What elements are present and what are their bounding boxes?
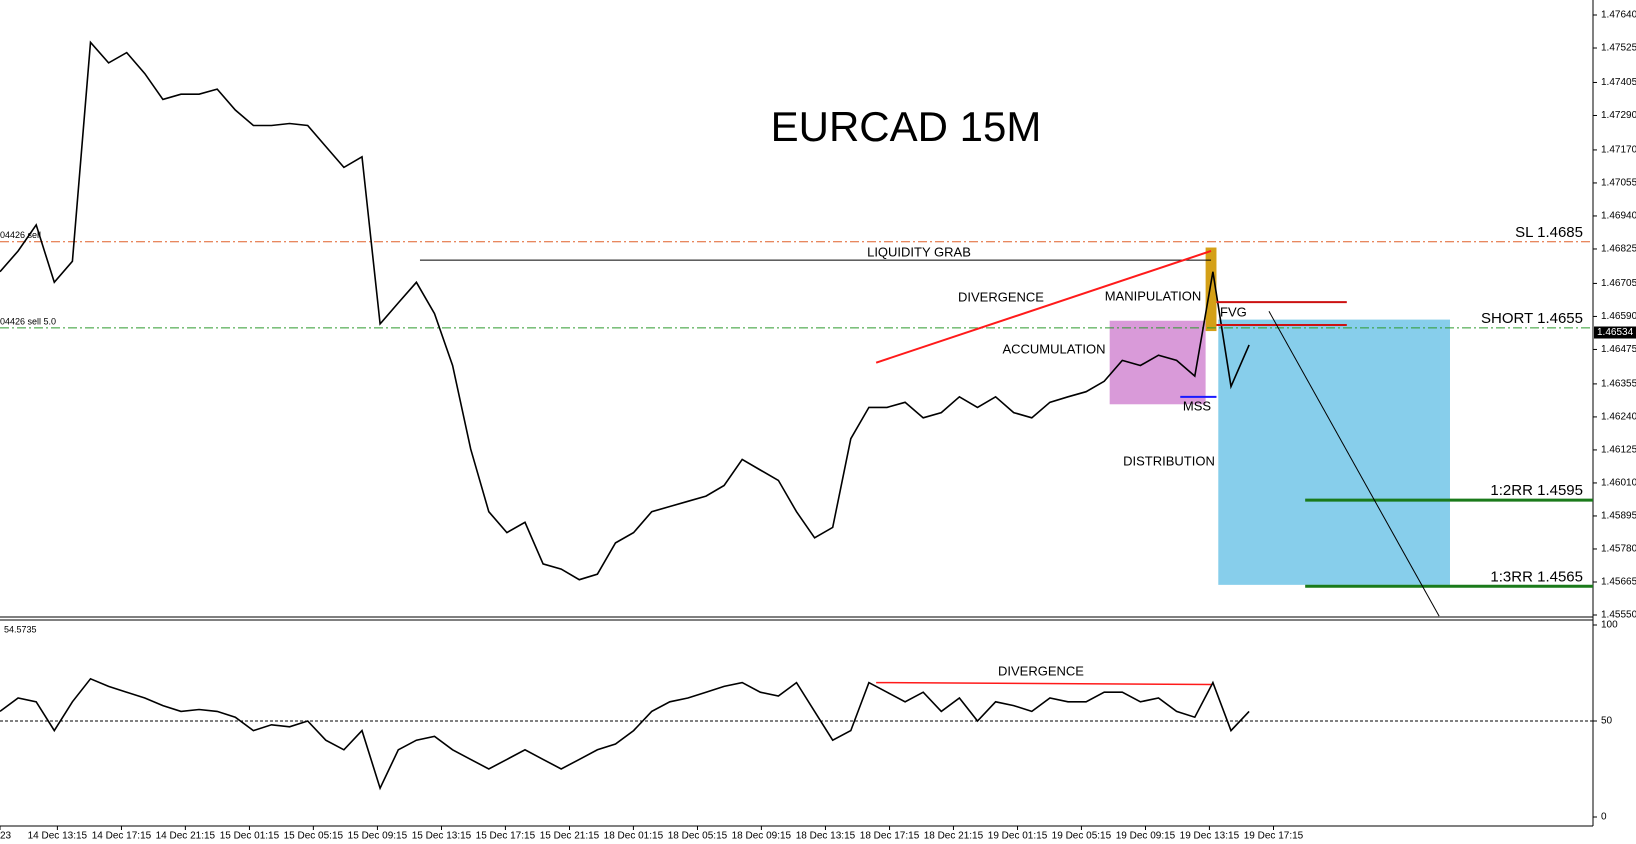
y-tick-label: 100 [1601,620,1618,631]
x-tick-label: 18 Dec 09:15 [732,831,792,842]
y-tick-label: 1.46940 [1601,211,1636,222]
y-tick-label: 1.47405 [1601,77,1636,88]
x-tick-label: 19 Dec 05:15 [1052,831,1112,842]
chart-title: EURCAD 15M [771,103,1042,150]
y-tick-label: 1.46705 [1601,278,1636,289]
price-line [0,677,1250,791]
annotation: LIQUIDITY GRAB [867,244,971,259]
x-tick-label: 14 Dec 21:15 [156,831,216,842]
x-tick-label: 15 Dec 21:15 [540,831,600,842]
x-tick-label: 18 Dec 01:15 [604,831,664,842]
y-tick-label: 1.45780 [1601,544,1636,555]
x-tick-label: 2023 [0,831,12,842]
x-tick-label: 14 Dec 17:15 [92,831,152,842]
x-tick-label: 15 Dec 05:15 [284,831,344,842]
y-tick-label: 1.46240 [1601,412,1636,423]
annotation-line [876,681,1212,686]
annotation: MANIPULATION [1105,288,1202,303]
annotation: DIVERGENCE [998,663,1084,678]
y-tick-label: 1.47170 [1601,145,1636,156]
annotation-line [1268,311,1440,617]
x-tick-label: 18 Dec 05:15 [668,831,728,842]
y-tick-label: 1.47290 [1601,110,1636,121]
zone [1109,320,1206,405]
x-tick-label: 18 Dec 13:15 [796,831,856,842]
annotation: DIVERGENCE [958,289,1044,304]
annotation: FVG [1220,304,1247,319]
y-tick-label: 1.46475 [1601,344,1636,355]
x-tick-label: 15 Dec 01:15 [220,831,280,842]
y-tick-label: 1.46825 [1601,244,1636,255]
x-tick-label: 18 Dec 17:15 [860,831,920,842]
y-tick-label: 1.46010 [1601,478,1636,489]
x-tick-label: 18 Dec 21:15 [924,831,984,842]
y-tick-label: 1.47640 [1601,10,1636,21]
x-tick-label: 15 Dec 09:15 [348,831,408,842]
y-tick-label: 0 [1601,812,1607,823]
y-tick-label: 50 [1601,716,1613,727]
level-label: 1:2RR 1.4595 [1490,482,1583,499]
order-label: 04426 sell 5.0 [0,316,56,326]
current-price-box [1594,326,1636,339]
y-tick-label: 1.46355 [1601,379,1636,390]
y-tick-label: 1.46125 [1601,445,1636,456]
annotation: MSS [1183,398,1212,413]
x-tick-label: 19 Dec 09:15 [1116,831,1176,842]
level-label: SL 1.4685 [1515,224,1583,241]
zone [1218,319,1450,585]
annotation: DISTRIBUTION [1123,453,1215,468]
x-tick-label: 15 Dec 13:15 [412,831,472,842]
x-tick-label: 14 Dec 13:15 [28,831,88,842]
y-tick-label: 1.45665 [1601,577,1636,588]
price-line [0,40,1250,581]
x-tick-label: 15 Dec 17:15 [476,831,536,842]
y-tick-label: 1.46590 [1601,311,1636,322]
y-tick-label: 1.45550 [1601,610,1636,621]
level-label: SHORT 1.4655 [1481,310,1583,327]
x-tick-label: 19 Dec 01:15 [988,831,1048,842]
level-label: 1:3RR 1.4565 [1490,568,1583,585]
annotation-line [875,250,1212,364]
zone [1205,247,1217,332]
x-tick-label: 19 Dec 17:15 [1244,831,1304,842]
annotation: ACCUMULATION [1002,341,1105,356]
y-tick-label: 1.47055 [1601,178,1636,189]
y-tick-label: 1.47525 [1601,43,1636,54]
indicator-value: 54.5735 [4,624,37,634]
y-tick-label: 1.45895 [1601,511,1636,522]
order-label: 04426 sell [0,230,41,240]
current-price-label: 1.46534 [1597,327,1634,338]
x-tick-label: 19 Dec 13:15 [1180,831,1240,842]
